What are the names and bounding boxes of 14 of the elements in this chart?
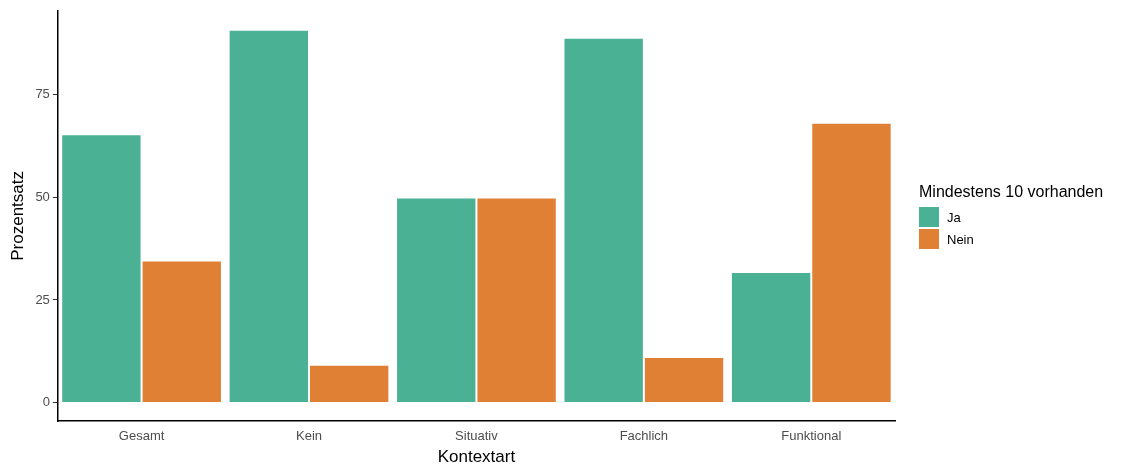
- legend-title: Mindestens 10 vorhanden: [919, 183, 1104, 201]
- y-tick-label: 0: [42, 394, 50, 410]
- x-axis-title: Kontextart: [437, 447, 516, 467]
- x-tick-label: Kein: [295, 428, 323, 444]
- y-tick-label: 50: [35, 189, 50, 205]
- legend-label: Ja: [947, 209, 961, 225]
- y-axis-title: Prozentsatz: [7, 171, 27, 261]
- x-tick-label: Situativ: [455, 428, 499, 444]
- x-tick-label: Fachlich: [619, 428, 669, 444]
- x-tick-label: Funktional: [781, 428, 842, 444]
- legend-label: Nein: [947, 231, 974, 247]
- y-tick-label: 75: [35, 86, 50, 102]
- x-tick-label: Gesamt: [118, 428, 165, 444]
- y-tick-label: 25: [35, 291, 50, 307]
